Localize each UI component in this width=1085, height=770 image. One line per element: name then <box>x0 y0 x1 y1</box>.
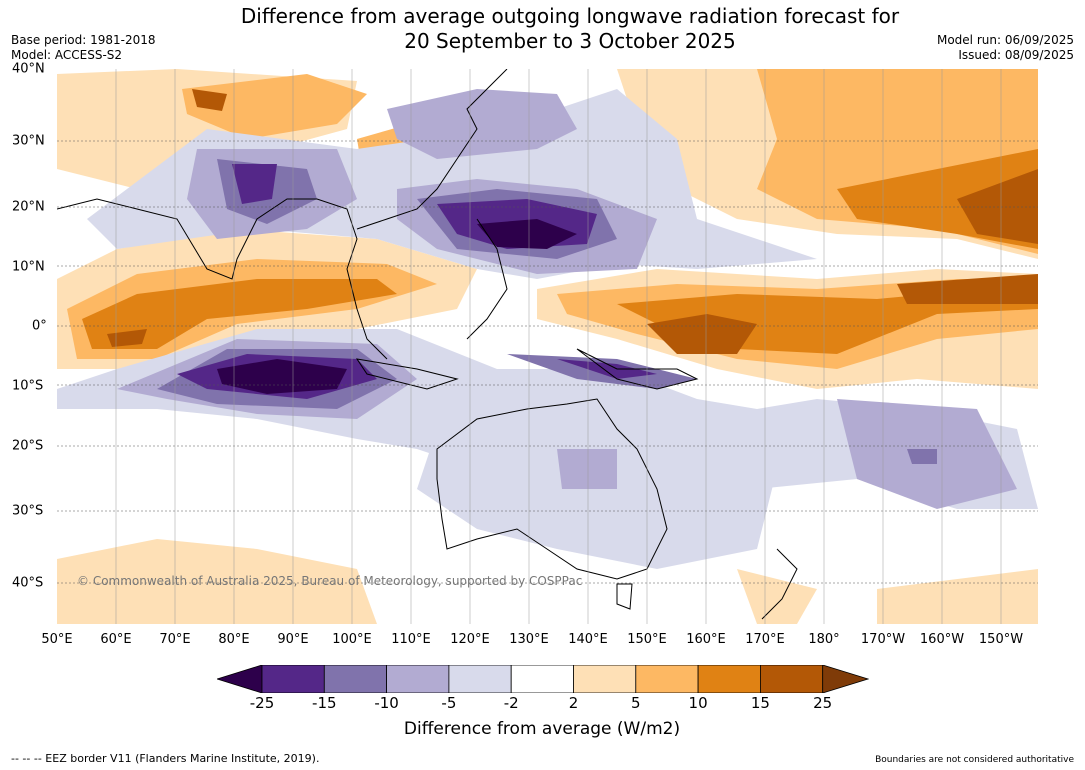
lon-tick-label: 130°E <box>509 632 549 647</box>
eez-note: -- -- -- EEZ border V11 (Flanders Marine… <box>11 752 320 765</box>
colorbar <box>217 665 869 693</box>
colorbar-segment <box>697 665 761 693</box>
colorbar-tick-label: -15 <box>312 694 337 712</box>
lon-tick-label: 140°E <box>568 632 608 647</box>
lat-tick-label: 10°N <box>12 259 45 275</box>
negative-anomaly-regions <box>57 89 1038 569</box>
map-title: Difference from average outgoing longwav… <box>170 4 970 54</box>
colorbar-segment <box>573 665 637 693</box>
lon-tick-label: 170°W <box>860 632 906 647</box>
colorbar-tick-label: 15 <box>750 694 770 712</box>
colorbar-tick-label: -5 <box>441 694 457 712</box>
lat-tick-label: 40°N <box>12 61 45 77</box>
base-period: Base period: 1981-2018 <box>11 33 156 47</box>
positive-anomaly-regions <box>57 69 1038 624</box>
colorbar-segment <box>261 665 325 693</box>
lon-tick-label: 160°E <box>686 632 726 647</box>
colorbar-tick-label: -10 <box>374 694 399 712</box>
model-run: Model run: 06/09/2025 <box>936 33 1074 47</box>
lon-tick-label: 120°E <box>450 632 490 647</box>
lat-tick-label: 30°N <box>12 133 45 149</box>
colorbar-segment <box>510 665 574 693</box>
lon-tick-label: 180° <box>808 632 840 647</box>
lon-tick-label: 90°E <box>277 632 309 647</box>
title-line-2: 20 September to 3 October 2025 <box>404 29 736 53</box>
colorbar-segment <box>760 665 824 693</box>
map-area <box>57 69 1038 624</box>
colorbar-tick-label: 25 <box>813 694 833 712</box>
colorbar-tick-label: 5 <box>631 694 641 712</box>
copyright-notice: © Commonwealth of Australia 2025, Bureau… <box>77 574 583 588</box>
lat-tick-label: 10°S <box>12 378 44 394</box>
lon-tick-label: 100°E <box>332 632 372 647</box>
model-name: Model: ACCESS-S2 <box>11 48 123 62</box>
colorbar-max-arrow <box>822 665 869 693</box>
gridlines <box>57 140 1038 584</box>
colorbar-segment <box>386 665 450 693</box>
colorbar-tick-label: -2 <box>503 694 519 712</box>
lat-tick-label: 40°S <box>12 575 44 591</box>
lon-tick-label: 150°W <box>978 632 1024 647</box>
boundaries-note: Boundaries are not considered authoritat… <box>875 755 1074 765</box>
colorbar-segment <box>448 665 512 693</box>
colorbar-segment <box>635 665 699 693</box>
colorbar-segment <box>323 665 388 693</box>
lat-tick-label: 0° <box>32 318 47 334</box>
meridians <box>115 69 1002 624</box>
meta-right: Model run: 06/09/2025 Issued: 08/09/2025 <box>937 33 1074 63</box>
colorbar-title: Difference from average (W/m2) <box>403 719 681 739</box>
lon-tick-label: 170°E <box>745 632 785 647</box>
lat-tick-label: 20°N <box>12 199 45 215</box>
lon-tick-label: 160°W <box>919 632 965 647</box>
colorbar-tick-label: 2 <box>568 694 579 712</box>
lon-tick-label: 70°E <box>159 632 191 647</box>
lat-tick-label: 20°S <box>12 438 44 454</box>
lon-tick-label: 80°E <box>218 632 250 647</box>
lon-tick-label: 50°E <box>41 632 73 647</box>
colorbar-min-arrow <box>217 665 263 693</box>
meta-left: Base period: 1981-2018 Model: ACCESS-S2 <box>11 33 156 63</box>
colorbar-tick-label: 10 <box>688 694 708 712</box>
colorbar-tick-label: -25 <box>249 694 275 712</box>
lon-tick-label: 110°E <box>391 632 431 647</box>
lon-tick-label: 150°E <box>627 632 667 647</box>
issued-date: Issued: 08/09/2025 <box>958 48 1074 62</box>
lon-tick-label: 60°E <box>100 632 132 647</box>
lat-tick-label: 30°S <box>12 503 44 519</box>
olr-anomaly-map <box>57 69 1038 624</box>
title-line-1: Difference from average outgoing longwav… <box>240 4 900 28</box>
